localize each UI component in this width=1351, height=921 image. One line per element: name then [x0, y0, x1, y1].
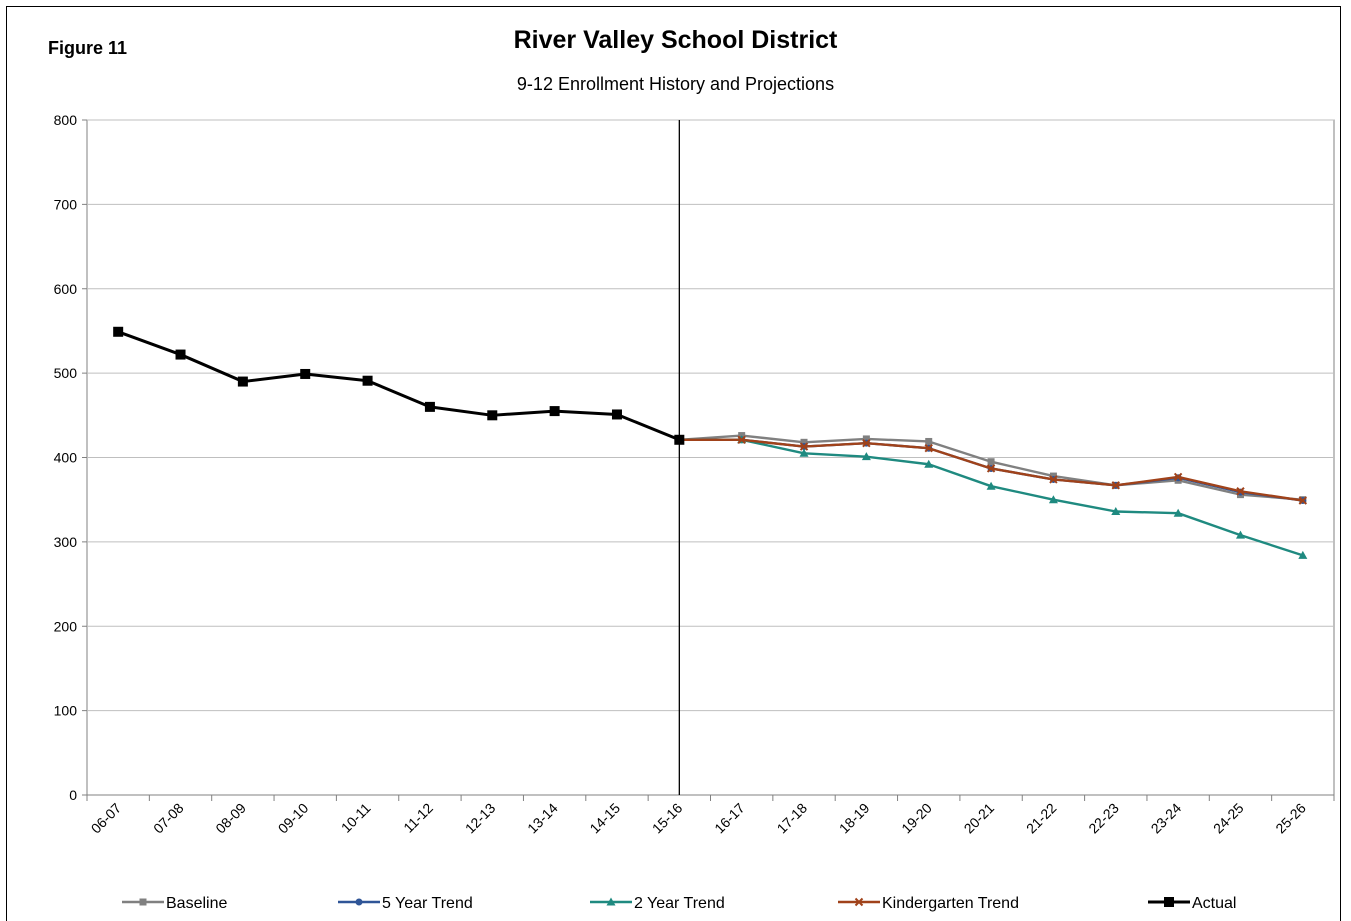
series-line-actual	[117, 330, 680, 442]
x-tick-label: 22-23	[1085, 800, 1122, 837]
data-point-2-year-trend	[1111, 507, 1121, 515]
data-point-kindergarten-trend	[799, 442, 809, 451]
y-tick-label: 400	[54, 450, 78, 466]
x-tick-label: 09-10	[275, 800, 312, 837]
x-tick-label: 08-09	[212, 800, 249, 837]
data-point-baseline	[800, 438, 808, 446]
x-tick-label: 10-11	[338, 800, 374, 836]
data-point-kindergarten-trend	[924, 444, 933, 453]
y-tick-label: 700	[54, 196, 78, 212]
x-tick-label: 15-16	[649, 800, 686, 837]
data-point-2-year-trend	[986, 481, 996, 490]
data-point-kindergarten-trend	[1236, 487, 1245, 496]
data-point-2-year-trend	[924, 459, 934, 468]
series-2-year-trend	[674, 435, 1308, 559]
data-point-actual	[424, 401, 435, 412]
x-tick-label: 14-15	[586, 800, 623, 837]
y-tick-label: 200	[54, 618, 78, 634]
legend-item-actual: Actual	[1148, 895, 1236, 912]
x-tick-label: 18-19	[836, 800, 873, 837]
data-point-baseline	[862, 435, 870, 443]
x-tick-label: 11-12	[400, 800, 436, 836]
x-tick-label: 25-26	[1272, 800, 1309, 837]
data-point-actual	[674, 434, 685, 445]
data-point-actual	[362, 375, 373, 386]
legend-label-2-year-trend: 2 Year Trend	[634, 895, 725, 912]
x-tick-label: 23-24	[1148, 800, 1185, 837]
x-tick-label: 17-18	[774, 800, 811, 837]
legend-label-kindergarten-trend: Kindergarten Trend	[882, 895, 1019, 912]
data-point-baseline	[987, 458, 995, 466]
legend-label-baseline: Baseline	[166, 895, 227, 912]
y-tick-label: 100	[54, 703, 78, 719]
chart-title: River Valley School District	[513, 26, 838, 54]
x-tick-label: 13-14	[524, 800, 561, 837]
series-actual	[113, 326, 685, 445]
y-tick-label: 0	[69, 787, 77, 803]
x-tick-label: 20-21	[961, 800, 998, 837]
legend-item-2-year-trend: 2 Year Trend	[590, 895, 725, 912]
x-tick-label: 12-13	[462, 800, 499, 837]
chart-frame	[6, 6, 1341, 921]
data-point-kindergarten-trend	[986, 464, 996, 473]
data-point-2-year-trend	[1173, 508, 1183, 517]
data-point-actual	[549, 406, 560, 417]
legend-marker-5-year-trend	[355, 898, 363, 906]
x-tick-label: 21-22	[1023, 800, 1060, 837]
y-tick-label: 600	[54, 281, 78, 297]
x-tick-label: 24-25	[1210, 800, 1247, 837]
data-point-kindergarten-trend	[737, 435, 746, 444]
chart-subtitle: 9-12 Enrollment History and Projections	[516, 74, 835, 94]
data-point-2-year-trend	[799, 448, 809, 457]
data-point-2-year-trend	[861, 452, 871, 461]
data-point-kindergarten-trend	[1049, 475, 1058, 484]
legend-marker-baseline	[139, 898, 147, 906]
figure-label: Figure 11	[48, 38, 128, 58]
data-point-actual	[113, 326, 124, 337]
data-point-kindergarten-trend	[1173, 472, 1183, 482]
data-point-actual	[487, 410, 498, 421]
data-point-baseline	[925, 437, 933, 445]
y-tick-label: 300	[54, 534, 78, 550]
legend-marker-actual	[1164, 897, 1174, 907]
data-point-actual	[175, 349, 186, 360]
data-point-2-year-trend	[1298, 550, 1308, 559]
x-tick-label: 06-07	[88, 800, 125, 837]
legend-marker-kindergarten-trend	[854, 897, 864, 907]
x-tick-label: 07-08	[150, 800, 187, 837]
data-point-actual	[611, 409, 622, 420]
legend-label-actual: Actual	[1192, 895, 1236, 912]
legend-marker-2-year-trend	[606, 897, 616, 906]
data-point-kindergarten-trend	[1111, 481, 1120, 490]
y-tick-label: 800	[54, 112, 78, 128]
data-point-kindergarten-trend	[862, 438, 871, 448]
legend-label-5-year-trend: 5 Year Trend	[382, 895, 473, 912]
y-tick-label: 500	[54, 365, 78, 381]
legend-item-kindergarten-trend: Kindergarten Trend	[838, 895, 1019, 912]
data-point-2-year-trend	[1235, 530, 1245, 539]
x-tick-label: 16-17	[711, 800, 748, 837]
data-point-actual	[300, 368, 311, 379]
legend-item-5-year-trend: 5 Year Trend	[338, 895, 473, 912]
data-point-kindergarten-trend	[1298, 496, 1308, 505]
x-tick-label: 19-20	[898, 800, 935, 837]
data-point-2-year-trend	[1048, 495, 1058, 504]
data-point-actual	[237, 376, 248, 387]
legend-item-baseline: Baseline	[122, 895, 227, 912]
